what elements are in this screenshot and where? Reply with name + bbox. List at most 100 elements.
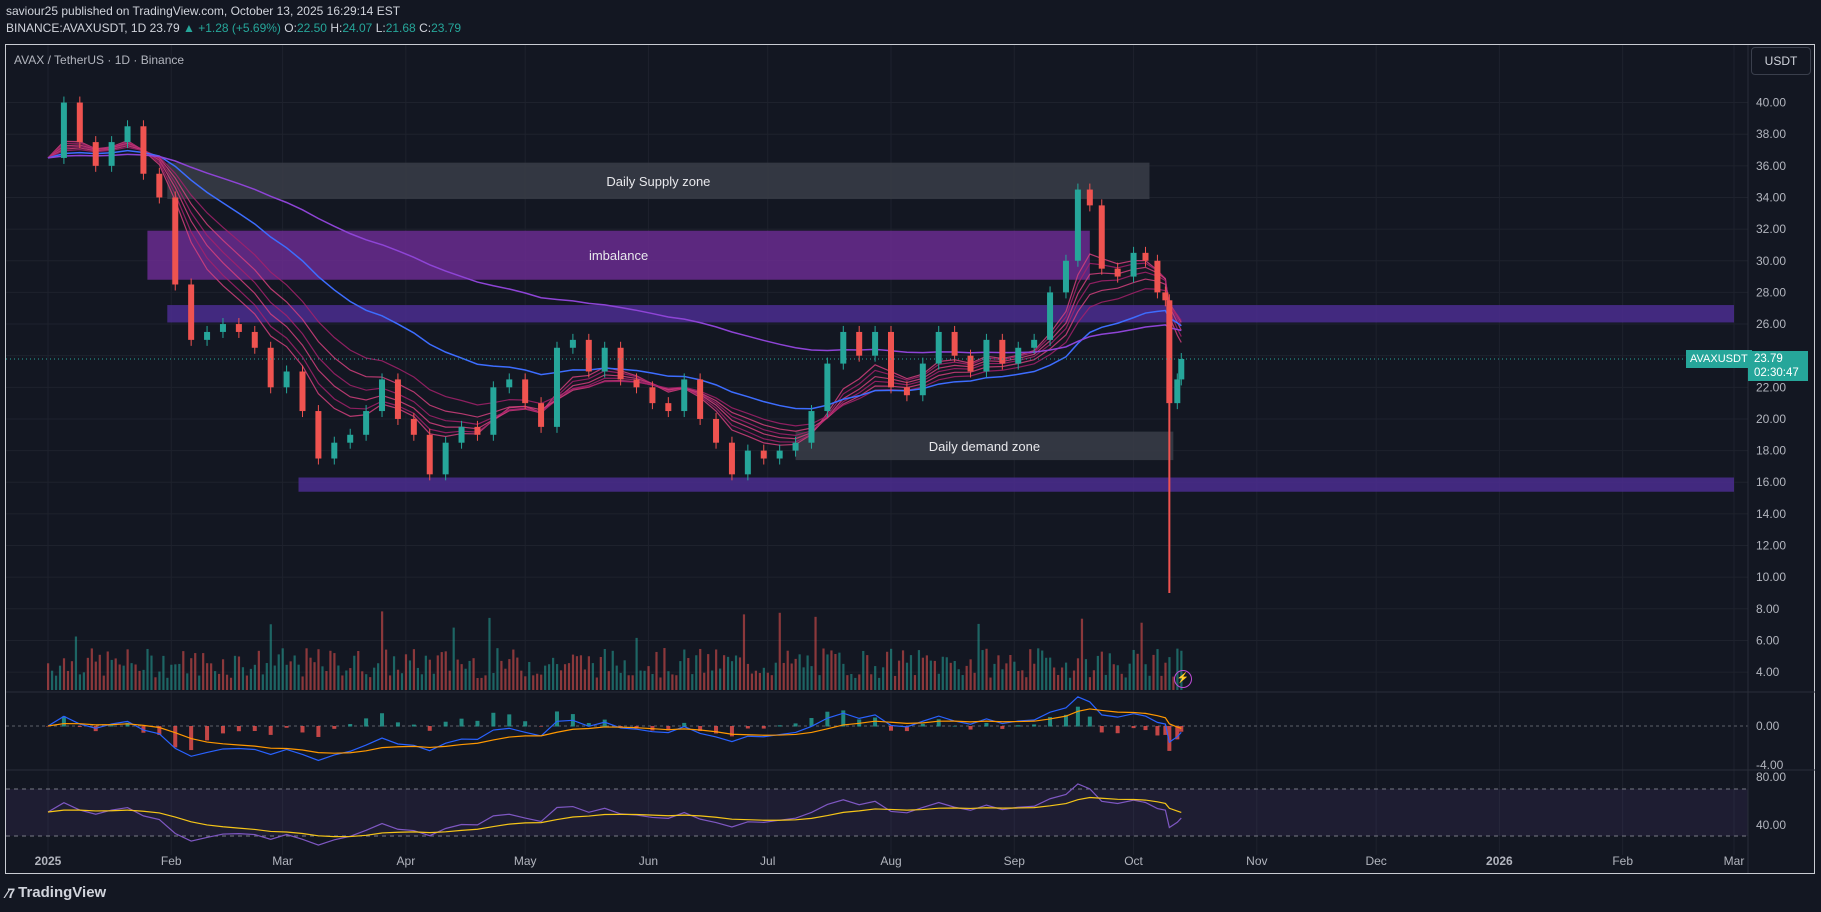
- volume-bar: [786, 650, 789, 690]
- volume-bar: [897, 660, 901, 690]
- volume-bar: [1160, 675, 1163, 690]
- volume-bar: [285, 664, 288, 690]
- candle-body: [538, 403, 545, 427]
- volume-bar: [687, 658, 690, 690]
- macd-histogram-bar: [809, 718, 814, 727]
- candle-body: [744, 450, 751, 475]
- volume-bar: [635, 637, 638, 690]
- volume-bar: [782, 662, 785, 690]
- volume-bar: [579, 655, 583, 690]
- candle-body: [506, 379, 513, 388]
- volume-bar: [750, 673, 754, 690]
- y-tick-label: 4.00: [1756, 665, 1780, 679]
- macd-histogram-bar: [1016, 725, 1021, 727]
- volume-bar: [909, 655, 913, 690]
- y-tick-label: 38.00: [1756, 127, 1786, 141]
- macd-histogram-bar: [236, 726, 241, 732]
- volume-bar: [289, 661, 292, 690]
- macd-signal-line: [47, 708, 1182, 754]
- volume-bar: [261, 674, 264, 690]
- candle-body: [951, 331, 958, 356]
- volume-bar: [1080, 618, 1084, 690]
- volume-bar: [758, 672, 761, 690]
- macd-histogram-bar: [1155, 726, 1160, 736]
- logo-text: TradingView: [18, 884, 107, 901]
- volume-bar: [408, 660, 412, 690]
- volume-bar: [810, 666, 813, 690]
- volume-bar: [659, 677, 662, 690]
- volume-bar: [62, 658, 66, 690]
- candle-body: [219, 324, 226, 332]
- volume-bar: [611, 650, 614, 690]
- candle-body: [665, 403, 672, 412]
- volume-bar: [1144, 664, 1147, 690]
- ema-ribbon-line: [47, 142, 1182, 440]
- volume-bar: [754, 670, 758, 690]
- volume-bar: [814, 616, 817, 690]
- volume-bar: [623, 660, 626, 690]
- candle-body: [458, 426, 465, 443]
- volume-bar: [186, 673, 189, 690]
- volume-bar: [373, 667, 376, 690]
- ma-purple-line: [47, 153, 1182, 354]
- tradingview-logo[interactable]: ⁄7 TradingView: [6, 884, 106, 901]
- macd-histogram-bar: [475, 720, 480, 727]
- candle-body: [235, 324, 242, 332]
- candle-body: [522, 379, 529, 404]
- volume-bar: [961, 675, 964, 690]
- x-tick-label: Oct: [1124, 854, 1143, 868]
- volume-bar: [929, 660, 932, 690]
- candle-body: [903, 387, 910, 396]
- volume-bar: [1156, 649, 1159, 690]
- volume-bar: [695, 655, 698, 690]
- publish-info: saviour25 published on TradingView.com, …: [6, 4, 401, 18]
- volume-bar: [428, 659, 431, 690]
- candle-body: [426, 434, 433, 475]
- volume-bar: [241, 667, 245, 690]
- volume-bar: [647, 666, 650, 690]
- volume-bar: [1049, 657, 1052, 690]
- volume-bar: [901, 650, 905, 690]
- macd-histogram-bar: [395, 722, 400, 727]
- volume-bar: [504, 668, 507, 690]
- volume-bar: [476, 677, 479, 690]
- volume-bar: [1120, 673, 1123, 690]
- volume-bar: [957, 669, 960, 690]
- volume-bar: [305, 648, 308, 690]
- candle-body: [1098, 205, 1105, 269]
- volume-bar: [249, 668, 252, 690]
- volume-bar: [1064, 662, 1068, 690]
- volume-bar: [472, 658, 475, 690]
- volume-bar: [341, 675, 344, 690]
- volume-bar: [1037, 648, 1040, 690]
- currency-button[interactable]: USDT: [1751, 47, 1811, 75]
- macd-histogram-bar: [411, 724, 416, 727]
- volume-bar: [973, 672, 976, 690]
- volume-bar: [500, 660, 503, 690]
- volume-bar: [746, 663, 750, 690]
- candle-body: [251, 331, 258, 348]
- volume-bar: [225, 674, 229, 690]
- volume-bar: [58, 665, 62, 690]
- volume-bar: [1092, 670, 1095, 690]
- lightning-icon[interactable]: ⚡: [1174, 670, 1192, 688]
- volume-bar: [468, 660, 471, 690]
- candle-body: [1154, 260, 1161, 293]
- zone-label: Daily demand zone: [929, 439, 1040, 454]
- candle-body: [1086, 189, 1093, 206]
- macd-histogram-bar: [777, 725, 782, 727]
- volume-bar: [945, 657, 948, 690]
- candle-body: [188, 284, 195, 340]
- candle-body: [204, 331, 211, 340]
- volume-bar: [166, 677, 169, 690]
- macd-histogram-bar: [491, 712, 496, 727]
- volume-bar: [921, 657, 925, 690]
- volume-bar: [997, 655, 1000, 690]
- candle-body: [713, 418, 720, 443]
- volume-bar: [563, 664, 567, 690]
- volume-bar: [114, 658, 117, 690]
- candle-body: [872, 331, 879, 356]
- candle-body: [140, 126, 147, 174]
- volume-bar: [691, 674, 694, 690]
